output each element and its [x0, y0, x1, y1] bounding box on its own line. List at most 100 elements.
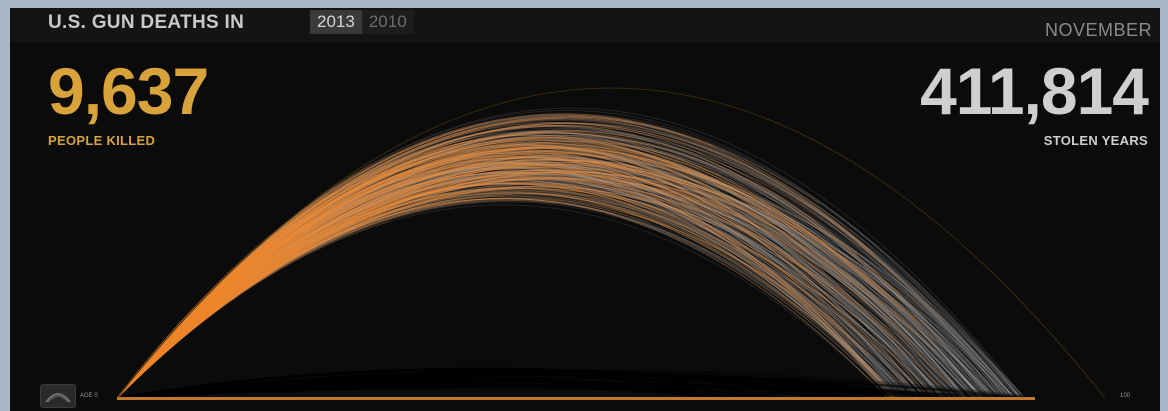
stolen-life-arc	[116, 151, 931, 399]
stolen-life-arc	[116, 175, 975, 399]
lived-life-arc	[116, 134, 946, 399]
lived-life-arc	[116, 194, 921, 399]
lived-life-arc	[116, 172, 892, 399]
lived-life-arc	[116, 145, 935, 399]
stolen-life-arc	[116, 132, 975, 399]
stolen-life-arc	[116, 149, 939, 399]
stolen-life-arc	[116, 172, 892, 399]
lived-life-arc	[116, 175, 975, 399]
stolen-life-arc	[116, 132, 956, 399]
lived-life-arc	[116, 182, 922, 399]
stolen-life-arc	[116, 169, 945, 399]
shadow-arc	[116, 368, 858, 399]
stolen-life-arc	[116, 151, 1003, 399]
shadow-arc	[116, 382, 744, 399]
lived-life-arc	[116, 143, 982, 399]
stolen-life-arc	[116, 163, 1007, 399]
stolen-life-arc	[116, 166, 1012, 399]
lived-life-arc	[116, 174, 978, 399]
lived-life-arc	[116, 198, 889, 399]
lived-life-arc	[116, 171, 1012, 399]
stolen-life-arc	[116, 170, 988, 399]
lived-life-arc	[116, 161, 1023, 399]
stolen-life-arc	[116, 157, 950, 399]
lived-life-arc	[116, 146, 921, 399]
lived-life-arc	[116, 160, 916, 399]
lived-life-arc	[116, 162, 911, 399]
stolen-life-arc	[116, 163, 930, 399]
stolen-life-arc	[116, 144, 933, 399]
lived-life-arc	[116, 140, 981, 399]
shadow-arc	[116, 381, 935, 399]
stolen-life-arc	[116, 177, 993, 399]
year-tab-2010[interactable]: 2010	[361, 10, 414, 34]
stolen-life-arc	[116, 147, 987, 399]
shadow-arc	[116, 372, 711, 399]
lived-life-arc	[116, 172, 906, 399]
stolen-life-arc	[116, 126, 980, 399]
stolen-life-arc	[116, 146, 967, 399]
lived-life-arc	[116, 159, 967, 399]
stolen-life-arc	[116, 187, 911, 399]
lived-life-arc	[116, 116, 1000, 399]
stolen-life-arc	[116, 152, 948, 399]
stolen-life-arc	[116, 164, 920, 399]
stolen-life-arc	[116, 171, 984, 399]
lived-life-arc	[116, 115, 1023, 399]
year-tab-2013[interactable]: 2013	[310, 10, 362, 34]
lived-life-arc	[116, 132, 1000, 399]
lived-life-arc	[116, 158, 990, 399]
lived-life-arc	[116, 117, 1009, 399]
shadow-arc	[116, 386, 1039, 399]
stolen-life-arc	[116, 193, 928, 399]
stolen-life-arc	[116, 161, 1023, 399]
shadow-arc	[116, 385, 740, 399]
shadow-arc	[116, 375, 734, 399]
stolen-life-arc	[116, 173, 1002, 399]
shadow-arc	[116, 376, 710, 399]
lived-life-arc	[116, 138, 974, 399]
lived-life-arc	[116, 127, 995, 399]
lived-life-arc	[116, 190, 940, 399]
lived-life-arc	[116, 173, 1002, 399]
stolen-life-arc	[116, 177, 955, 399]
stolen-life-arc	[116, 174, 897, 399]
stolen-life-arc	[116, 156, 980, 399]
stolen-life-arc	[116, 183, 898, 399]
stolen-life-arc	[116, 178, 926, 399]
lived-life-arc	[116, 142, 983, 399]
lived-life-arc	[116, 186, 963, 399]
lived-life-arc	[116, 162, 896, 399]
stolen-life-arc	[116, 197, 906, 399]
stolen-life-arc	[116, 141, 929, 399]
stolen-life-arc	[116, 160, 964, 399]
lived-life-arc	[116, 158, 995, 399]
lived-life-arc	[116, 148, 967, 399]
stolen-life-arc	[116, 187, 904, 399]
lived-life-arc	[116, 168, 1021, 399]
lived-life-arc	[116, 157, 927, 399]
lived-life-arc	[116, 124, 1007, 399]
lived-life-arc	[116, 144, 1014, 399]
lived-life-arc	[116, 187, 904, 399]
lived-life-arc	[116, 137, 998, 399]
shadow-arc	[116, 372, 1015, 399]
overview-toggle-button[interactable]	[40, 384, 76, 408]
lived-life-arc	[116, 161, 903, 399]
lived-life-arc	[116, 149, 973, 399]
stolen-life-arc	[116, 167, 894, 399]
stolen-life-arc	[116, 129, 1001, 399]
stolen-life-arc	[116, 158, 894, 399]
stolen-life-arc	[116, 201, 900, 399]
stolen-life-arc	[116, 171, 964, 399]
lived-life-arc	[116, 143, 987, 399]
stolen-life-arc	[116, 178, 893, 399]
stolen-life-arc	[116, 169, 950, 399]
stolen-life-arc	[116, 171, 1017, 399]
lived-life-arc	[116, 133, 965, 399]
stolen-life-arc	[116, 188, 938, 399]
stolen-life-arc	[116, 178, 983, 399]
lived-life-arc	[116, 183, 952, 399]
lived-life-arc	[116, 155, 943, 399]
lived-life-arc	[116, 183, 913, 399]
